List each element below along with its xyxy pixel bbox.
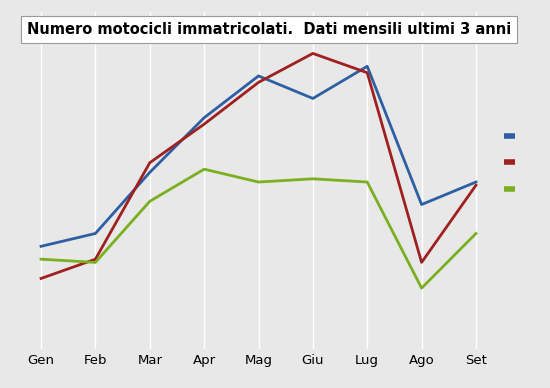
Legend: , , : , , xyxy=(504,130,517,197)
Text: Numero motocicli immatricolati.  Dati mensili ultimi 3 anni: Numero motocicli immatricolati. Dati men… xyxy=(27,22,511,37)
